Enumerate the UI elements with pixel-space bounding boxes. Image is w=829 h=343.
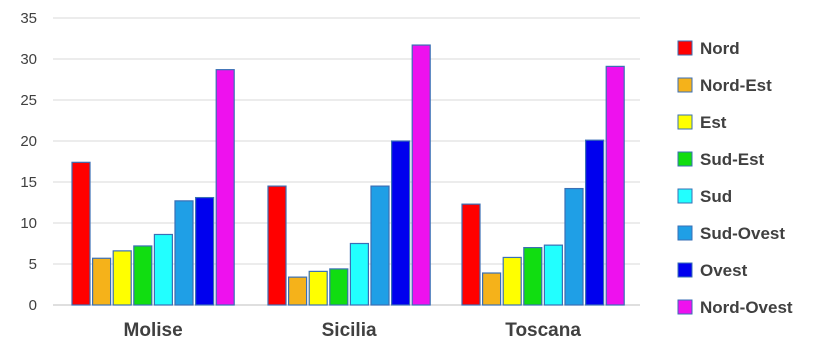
x-category-label: Sicilia — [322, 320, 377, 341]
legend-swatch — [677, 77, 693, 93]
legend-swatch — [677, 225, 693, 241]
y-axis-ticks: 0 5 10 15 20 25 30 35 — [20, 10, 37, 314]
legend-swatch — [677, 40, 693, 56]
y-tick-label: 10 — [20, 215, 37, 232]
bar-toscana-sud-ovest — [564, 187, 584, 306]
bar-molise-nord — [71, 161, 91, 306]
bar-toscana-sud — [543, 244, 564, 306]
legend-swatch — [677, 299, 693, 315]
legend-swatch — [677, 262, 693, 278]
legend-swatch — [677, 151, 693, 167]
bar-sicilia-ovest — [391, 140, 411, 306]
bar-sicilia-sud-ovest — [370, 185, 390, 306]
bar-molise-sud-est — [133, 245, 153, 306]
bar-molise-sud — [153, 233, 173, 306]
y-tick-label: 25 — [20, 92, 37, 109]
legend-label: Est — [700, 113, 727, 132]
bar-molise-est — [112, 250, 132, 306]
legend-label: Sud — [700, 187, 732, 206]
bar-sicilia-nord — [267, 185, 287, 306]
y-tick-label: 15 — [20, 174, 37, 191]
legend-label: Sud-Est — [700, 150, 765, 169]
bar-toscana-nord-est — [482, 272, 502, 306]
bar-molise-sud-ovest — [174, 200, 194, 306]
y-tick-label: 5 — [29, 256, 37, 273]
y-tick-label: 0 — [29, 297, 37, 314]
y-tick-label: 35 — [20, 10, 37, 27]
bar-toscana-nord — [461, 203, 481, 306]
legend-label: Sud-Ovest — [700, 224, 785, 243]
y-tick-label: 20 — [20, 133, 37, 150]
y-tick-label: 30 — [20, 51, 37, 68]
x-axis-categories: Molise Sicilia Toscana — [124, 320, 582, 341]
legend-label: Nord — [700, 39, 740, 58]
bars — [71, 44, 625, 306]
bar-sicilia-sud-est — [329, 268, 349, 306]
x-category-label: Toscana — [505, 320, 581, 341]
legend-label: Nord-Ovest — [700, 298, 793, 317]
bar-sicilia-est — [308, 270, 328, 306]
bar-sicilia-nord-ovest — [411, 44, 431, 306]
bar-toscana-sud-est — [523, 247, 543, 306]
bar-molise-nord-ovest — [215, 69, 235, 306]
bar-toscana-est — [502, 256, 522, 306]
legend-swatch — [677, 188, 693, 204]
bar-sicilia-nord-est — [288, 276, 308, 306]
legend-label: Nord-Est — [700, 76, 772, 95]
bar-sicilia-sud — [349, 242, 369, 306]
bar-molise-ovest — [195, 196, 215, 306]
bar-toscana-nord-ovest — [605, 65, 625, 306]
legend-label: Ovest — [700, 261, 748, 280]
bar-molise-nord-est — [91, 257, 112, 306]
legend: Nord Nord-Est Est Sud-Est Sud Sud-Ovest Ovest N… — [677, 39, 793, 317]
x-category-label: Molise — [124, 320, 183, 341]
legend-swatch — [677, 114, 693, 130]
bar-toscana-ovest — [584, 139, 605, 306]
